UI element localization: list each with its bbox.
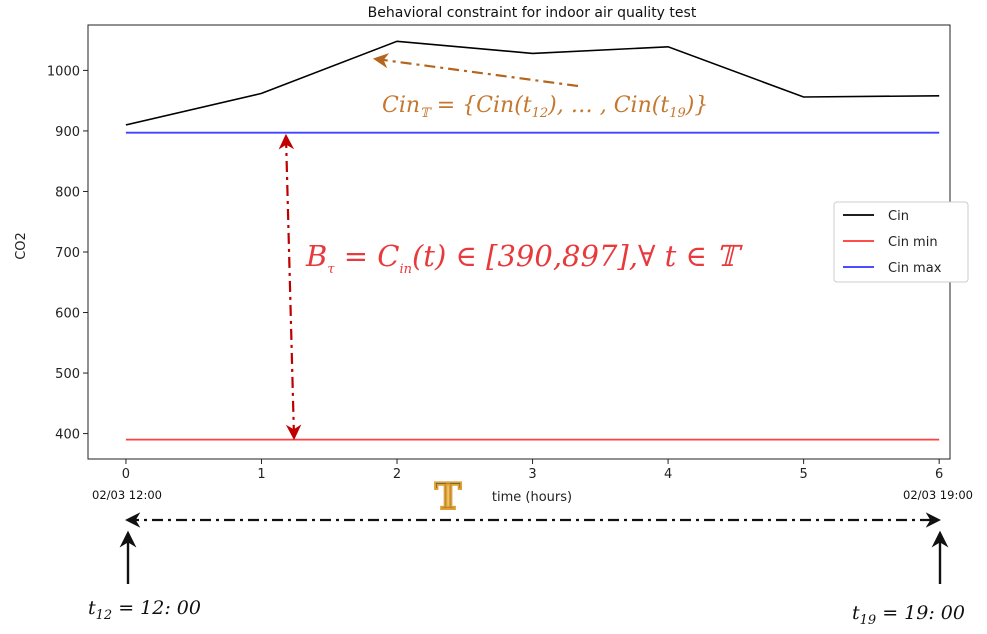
cin-set-arrow <box>372 53 579 88</box>
cin-set-annotation: Cin𝕋 = {Cin(t12), … , Cin(t19)} <box>382 93 708 121</box>
x-tick-label: 4 <box>664 467 672 482</box>
chart-title: Behavioral constraint for indoor air qua… <box>368 5 697 21</box>
x-axis: 0 1 2 3 4 5 6 <box>122 459 943 482</box>
legend-label-cin-min: Cin min <box>888 235 938 250</box>
end-date-label: 02/03 19:00 <box>903 488 973 502</box>
y-tick-label: 1000 <box>47 64 80 79</box>
x-tick-label: 2 <box>393 467 401 482</box>
series-line-cin <box>125 40 940 126</box>
x-tick-label: 0 <box>122 467 130 482</box>
y-tick-label: 800 <box>55 185 80 200</box>
x-tick-label: 6 <box>935 467 943 482</box>
y-tick-label: 700 <box>55 246 80 261</box>
x-tick-label: 1 <box>257 467 265 482</box>
series-layer <box>125 40 940 441</box>
y-axis: 400 500 600 700 800 900 1000 <box>47 64 88 443</box>
constraint-range-arrow <box>278 133 302 441</box>
t-end-label: t19 = 19: 00 <box>852 602 965 628</box>
y-axis-label: CO2 <box>14 232 29 260</box>
x-tick-label: 5 <box>799 467 807 482</box>
legend-label-cin-max: Cin max <box>888 261 942 276</box>
t-start-label: t12 = 12: 00 <box>88 597 201 623</box>
legend-label-cin: Cin <box>888 209 909 224</box>
constraint-annotation: Bτ = Cin(t) ∈ [390,897],∀ t ∈ 𝕋 <box>305 239 743 277</box>
y-tick-label: 400 <box>55 428 80 443</box>
start-date-label: 02/03 12:00 <box>92 488 162 502</box>
y-tick-label: 600 <box>55 307 80 322</box>
y-tick-label: 900 <box>55 125 80 140</box>
x-tick-label: 3 <box>528 467 536 482</box>
x-axis-label: time (hours) <box>492 490 572 505</box>
legend: Cin Cin min Cin max <box>833 201 969 283</box>
y-tick-label: 500 <box>55 367 80 382</box>
period-symbol: 𝕋 <box>434 476 462 518</box>
